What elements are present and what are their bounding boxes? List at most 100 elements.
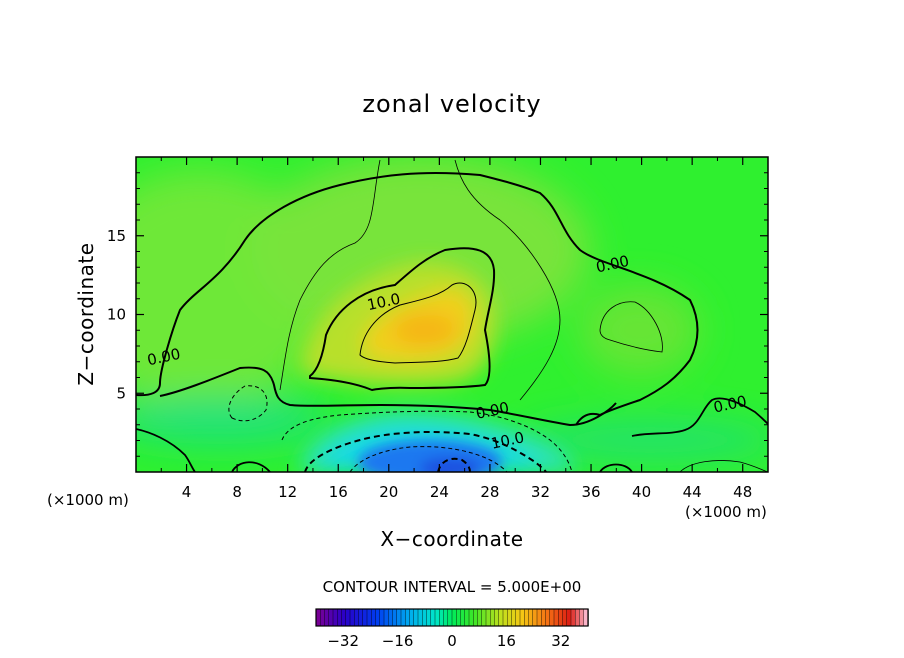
colorbar-cell (570, 608, 576, 627)
x-tick-label: 36 (581, 483, 600, 501)
contour-zero-right (631, 397, 768, 437)
colorbar-cell (341, 608, 347, 627)
field-undercurrent-min (420, 458, 480, 472)
x-tick-label: 44 (683, 483, 702, 501)
colorbar-tick-label: 32 (551, 632, 570, 650)
colorbar-cell (426, 608, 432, 627)
colorbar-cell (332, 608, 338, 627)
colorbar-cell (511, 608, 517, 627)
colorbar-tick-label: 0 (447, 632, 457, 650)
colorbar-cell (447, 608, 453, 627)
colorbar-cell (502, 608, 508, 627)
colorbar-frame (315, 608, 589, 627)
colorbar-cell (460, 608, 466, 627)
contour-zero-lower (159, 366, 617, 427)
colorbar-cell (545, 608, 551, 627)
colorbar-cell (315, 608, 321, 627)
colorbar-cell (379, 608, 385, 627)
x-axis-label: X−coordinate (380, 527, 523, 551)
colorbar-cell (456, 608, 462, 627)
colorbar-cell (337, 608, 343, 627)
field-cool-right-band (520, 420, 768, 460)
colorbar-cell (324, 608, 330, 627)
colorbar-tick-label: −32 (327, 632, 359, 650)
colorbar-cell (468, 608, 474, 627)
x-tick-label: 20 (379, 483, 398, 501)
x-tick-label: 8 (232, 483, 242, 501)
contour-five-left (279, 159, 381, 391)
contour-five-right (454, 159, 561, 401)
colorbar-cell (349, 608, 355, 627)
colorbar-cell (477, 608, 483, 627)
colorbar-cell (485, 608, 491, 627)
colorbar-cell (362, 608, 368, 627)
colorbar-cell (519, 608, 525, 627)
y-tick-label: 15 (107, 227, 126, 245)
contour-neg15 (349, 446, 508, 472)
contour-zero-bl (136, 428, 196, 472)
field-warm-right-lobe (580, 285, 700, 375)
x-tick-label: 4 (182, 483, 192, 501)
colorbar-cell (358, 608, 364, 627)
contour-neg5-mid (281, 410, 573, 472)
x-tick-label: 12 (278, 483, 297, 501)
colorbar-cell (464, 608, 470, 627)
colorbar-cell (515, 608, 521, 627)
contour-neg20 (437, 457, 471, 472)
colorbar-ticks: −32 −16 0 16 32 (327, 632, 570, 650)
colorbar-cell (524, 608, 530, 627)
colorbar-cell (405, 608, 411, 627)
colorbar-cell (375, 608, 381, 627)
colorbar-cell (366, 608, 372, 627)
colorbar-cell (490, 608, 496, 627)
field-warm-top (250, 157, 590, 345)
colorbar-tick-label: −16 (382, 632, 414, 650)
colorbar-cell (481, 608, 487, 627)
y-axis-label: Z−coordinate (74, 242, 98, 385)
colorbar-cell (430, 608, 436, 627)
colorbar-cell (575, 608, 581, 627)
colorbar-cell (541, 608, 547, 627)
colorbar-cell (383, 608, 389, 627)
colorbar-cell (451, 608, 457, 627)
y-axis: 5 10 15 (107, 172, 768, 457)
colorbar-cell (354, 608, 360, 627)
colorbar-cell (553, 608, 559, 627)
contour-neg10 (304, 431, 547, 472)
contour-interval-note: CONTOUR INTERVAL = 5.000E+00 (323, 578, 582, 596)
colorbar-tick-label: 16 (497, 632, 516, 650)
field-jet-peak (393, 314, 457, 346)
colorbar-cell (392, 608, 398, 627)
colorbar-cell (498, 608, 504, 627)
field-cool-left-band (136, 396, 330, 444)
contour-five-lobe (599, 301, 663, 353)
colour-field (136, 157, 768, 472)
x-right-units: (×1000 m) (685, 503, 767, 521)
x-axis: 4 8 12 16 20 24 28 32 36 40 44 48 (160, 157, 752, 501)
colorbar-cell (422, 608, 428, 627)
colorbar-cell (562, 608, 568, 627)
colorbar-cell (320, 608, 326, 627)
colorbar-cell (549, 608, 555, 627)
colorbar-cell (443, 608, 449, 627)
colorbar-cell (434, 608, 440, 627)
x-tick-label: 16 (329, 483, 348, 501)
colorbar-cell (579, 608, 585, 627)
colorbar-cell (558, 608, 564, 627)
y-tick-label: 10 (107, 306, 126, 324)
colorbar-cell (566, 608, 572, 627)
contour-lines (136, 159, 768, 472)
x-tick-label: 24 (430, 483, 449, 501)
colorbar-cell (328, 608, 334, 627)
chart-title: zonal velocity (362, 90, 541, 118)
colorbar-cell (396, 608, 402, 627)
contour-zero-bottom2 (599, 463, 633, 472)
contour-zero-bottom (231, 461, 271, 472)
colorbar-cell (532, 608, 538, 627)
colorbar-cell (507, 608, 513, 627)
colorbar-cell (417, 608, 423, 627)
contour-zero-main (136, 172, 699, 426)
x-tick-label: 32 (531, 483, 550, 501)
x-tick-label: 48 (733, 483, 752, 501)
